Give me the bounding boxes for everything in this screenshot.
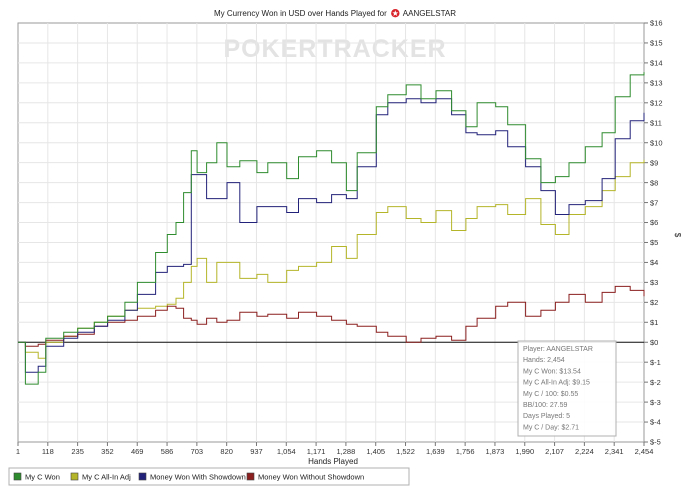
x-tick-label: 352 bbox=[101, 447, 114, 456]
x-tick-label: 820 bbox=[220, 447, 233, 456]
y-tick-label: $-3 bbox=[650, 398, 661, 407]
y-tick-label: $-4 bbox=[650, 418, 661, 427]
y-tick-label: $3 bbox=[650, 278, 658, 287]
chart-title: My Currency Won in USD over Hands Played… bbox=[214, 9, 456, 18]
stats-line: BB/100: 27.59 bbox=[523, 402, 567, 409]
x-tick-label: 1,288 bbox=[337, 447, 356, 456]
chart-title-text: My Currency Won in USD over Hands Played… bbox=[214, 9, 387, 18]
plot-area-frame bbox=[17, 22, 645, 443]
pokertracker-watermark: POKERTRACKER bbox=[223, 35, 446, 63]
x-tick-label: 118 bbox=[42, 447, 54, 456]
x-tick-label: 1,522 bbox=[396, 447, 415, 456]
legend-swatch[interactable] bbox=[70, 472, 79, 481]
stats-line: Player: AANGELSTAR bbox=[523, 346, 593, 353]
y-tick-label: $14 bbox=[650, 59, 663, 68]
x-tick-label: 2,107 bbox=[545, 447, 564, 456]
legend-swatch[interactable] bbox=[13, 472, 22, 481]
x-tick-label: 1 bbox=[16, 447, 20, 456]
x-axis: 1 118 235 352 469 586 703 820 937 1,054 1,171 1,288… bbox=[16, 442, 653, 456]
stats-line: Days Played: 5 bbox=[523, 413, 570, 420]
y-tick-label: $6 bbox=[650, 218, 658, 227]
x-tick-label: 1,171 bbox=[307, 447, 326, 456]
x-tick-label: 1,990 bbox=[515, 447, 534, 456]
y-tick-label: $-2 bbox=[650, 378, 661, 387]
legend-label: Money Won With Showdown bbox=[150, 473, 246, 482]
y-tick-label: $1 bbox=[650, 318, 658, 327]
y-axis-title: $ bbox=[673, 233, 682, 238]
legend-swatch[interactable] bbox=[246, 472, 255, 481]
y-tick-label: $4 bbox=[650, 258, 658, 267]
x-tick-label: 1,756 bbox=[456, 447, 475, 456]
legend-swatch[interactable] bbox=[138, 472, 147, 481]
series-line-3 bbox=[18, 285, 645, 347]
stats-line: Hands: 2,454 bbox=[523, 357, 565, 364]
stats-line: My C / 100: $0.55 bbox=[523, 391, 578, 398]
y-tick-label: $8 bbox=[650, 178, 658, 187]
x-tick-label: 2,224 bbox=[575, 447, 594, 456]
player-stats-box: Player: AANGELSTAR Hands: 2,454 My C Won: … bbox=[517, 340, 617, 437]
stats-box-frame bbox=[517, 340, 617, 437]
y-tick-label: $-5 bbox=[650, 438, 661, 447]
x-tick-label: 235 bbox=[71, 447, 84, 456]
chart-title-player: AANGELSTAR bbox=[403, 9, 456, 18]
x-tick-label: 703 bbox=[191, 447, 204, 456]
series-lines bbox=[18, 72, 645, 385]
legend-label: My C All-In Adj bbox=[82, 473, 131, 482]
stats-line: My C / Day: $2.71 bbox=[523, 424, 579, 431]
y-tick-label: $10 bbox=[650, 138, 663, 147]
x-tick-label: 1,639 bbox=[426, 447, 445, 456]
y-tick-label: $11 bbox=[650, 118, 662, 127]
y-tick-label: $15 bbox=[650, 39, 663, 48]
series-line-0 bbox=[18, 72, 645, 385]
x-tick-label: 586 bbox=[161, 447, 174, 456]
x-tick-label: 937 bbox=[250, 447, 263, 456]
x-axis-title: Hands Played bbox=[308, 457, 358, 466]
y-tick-label: $12 bbox=[650, 99, 663, 108]
stats-line: My C All-In Adj: $9.15 bbox=[523, 380, 590, 387]
pokerstars-logo-icon bbox=[391, 9, 400, 18]
legend-frame bbox=[8, 467, 410, 486]
y-tick-label: $13 bbox=[650, 79, 663, 88]
x-tick-label: 1,054 bbox=[277, 447, 296, 456]
stats-line: My C Won: $13.54 bbox=[523, 368, 581, 375]
x-tick-label: 1,873 bbox=[486, 447, 505, 456]
y-tick-label: $2 bbox=[650, 298, 658, 307]
x-tick-label: 1,405 bbox=[366, 447, 385, 456]
x-tick-label: 469 bbox=[131, 447, 144, 456]
y-tick-label: $9 bbox=[650, 158, 658, 167]
x-tick-label: 2,454 bbox=[635, 447, 654, 456]
y-tick-label: $5 bbox=[650, 238, 658, 247]
y-tick-label: $0 bbox=[650, 338, 658, 347]
y-tick-label: $-1 bbox=[650, 358, 661, 367]
y-axis: $16 $15 $14 $13 $12 $11 $10 $9 $8 $7 $6 $5 $4 $3 $2 $1 $… bbox=[644, 19, 663, 447]
legend: My C Won My C All-In Adj Money Won With Sh… bbox=[8, 467, 410, 486]
x-tick-label: 2,341 bbox=[605, 447, 624, 456]
y-tick-label: $7 bbox=[650, 198, 658, 207]
legend-label: My C Won bbox=[25, 473, 60, 482]
y-tick-label: $16 bbox=[650, 19, 663, 28]
legend-label: Money Won Without Showdown bbox=[258, 473, 364, 482]
